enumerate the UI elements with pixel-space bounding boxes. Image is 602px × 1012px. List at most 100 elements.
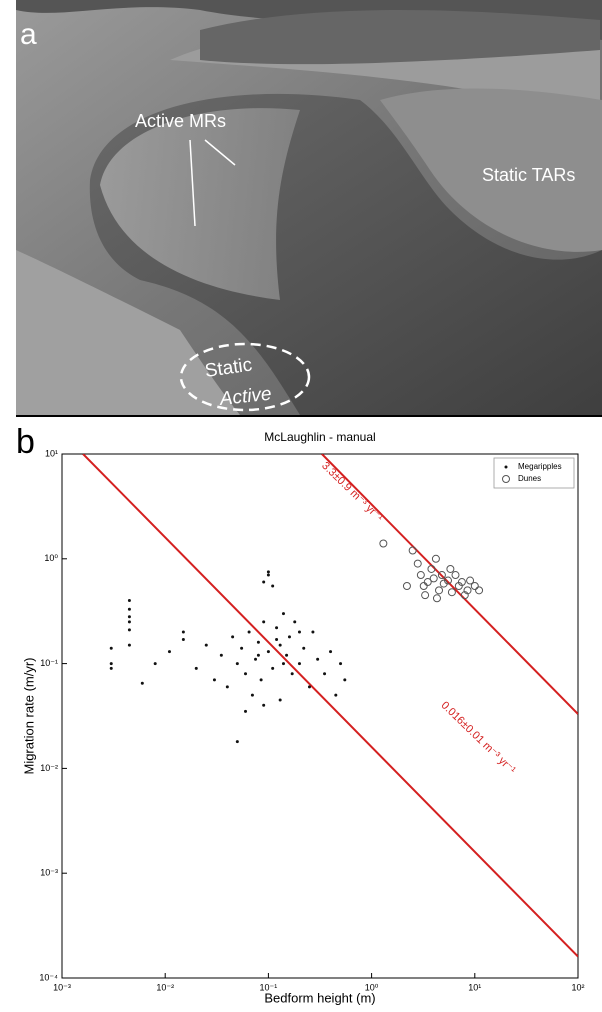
data-point: [431, 554, 440, 563]
data-point: [153, 662, 157, 666]
data-point: [127, 599, 131, 603]
data-point: [429, 574, 438, 583]
panel-letter: b: [16, 423, 35, 461]
data-point: [231, 635, 235, 639]
data-point: [329, 650, 333, 654]
plot-content: [82, 454, 578, 958]
y-tick-label: 10⁻¹: [40, 658, 58, 668]
photo-label: Static TARs: [482, 165, 575, 185]
y-tick-label: 10⁻⁴: [39, 972, 58, 982]
data-point: [212, 678, 216, 682]
data-point: [287, 635, 291, 639]
data-point: [167, 650, 171, 654]
data-point: [262, 580, 266, 584]
data-point: [271, 584, 275, 588]
x-tick-label: 10²: [571, 982, 584, 992]
data-point: [416, 571, 425, 580]
photo-panel: a Active MRs Static TARs Static Active: [16, 0, 602, 415]
data-point: [323, 672, 327, 676]
x-axis-label: Bedform height (m): [264, 990, 375, 1005]
data-point: [435, 586, 444, 595]
x-tick-label: 10⁻¹: [260, 982, 278, 992]
data-point: [402, 582, 411, 591]
legend-marker: [502, 475, 510, 483]
data-point: [475, 586, 484, 595]
y-tick-label: 10⁻³: [40, 868, 58, 878]
data-point: [127, 615, 131, 619]
data-point: [266, 573, 270, 577]
data-point: [281, 662, 285, 666]
data-point: [181, 630, 185, 634]
data-point: [109, 662, 113, 666]
data-point: [262, 703, 266, 707]
data-point: [413, 559, 422, 568]
data-point: [302, 646, 306, 650]
data-point: [379, 539, 388, 548]
data-point: [466, 576, 475, 585]
legend-label: Megaripples: [518, 462, 562, 471]
y-tick-label: 10⁰: [44, 553, 58, 563]
data-point: [140, 681, 144, 685]
data-point: [451, 571, 460, 580]
y-tick-label: 10⁻²: [40, 763, 58, 773]
data-point: [460, 591, 469, 600]
x-tick-label: 10⁰: [365, 982, 379, 992]
data-point: [293, 620, 297, 624]
data-point: [290, 672, 294, 676]
data-point: [235, 740, 239, 744]
data-point: [266, 570, 270, 574]
data-point: [204, 643, 208, 647]
data-point: [109, 646, 113, 650]
data-point: [297, 630, 301, 634]
fit-line: [82, 454, 578, 958]
data-point: [194, 666, 198, 670]
data-point: [285, 653, 289, 657]
y-tick-label: 10¹: [45, 448, 58, 458]
data-point: [127, 607, 131, 611]
x-tick-label: 10⁻³: [53, 982, 71, 992]
data-point: [240, 646, 244, 650]
data-point: [408, 546, 417, 555]
data-point: [437, 571, 446, 580]
x-tick-label: 10⁻²: [156, 982, 174, 992]
data-point: [339, 662, 343, 666]
data-point: [297, 662, 301, 666]
data-point: [457, 578, 466, 587]
data-point: [109, 666, 113, 670]
data-point: [266, 650, 270, 654]
chart-title: McLaughlin - manual: [264, 430, 375, 444]
data-point: [127, 643, 131, 647]
data-point: [225, 685, 229, 689]
data-point: [307, 685, 311, 689]
legend-box: [493, 457, 575, 489]
legend-marker: [504, 465, 508, 469]
data-point: [427, 564, 436, 573]
data-point: [244, 709, 248, 713]
data-point: [343, 678, 347, 682]
panel-letter: a: [20, 18, 37, 51]
data-point: [470, 582, 479, 591]
data-point: [254, 657, 258, 661]
data-point: [244, 672, 248, 676]
data-point: [250, 693, 254, 697]
data-point: [463, 586, 472, 595]
data-point: [219, 653, 223, 657]
data-point: [235, 662, 239, 666]
data-point: [421, 591, 430, 600]
x-tick-label: 10¹: [468, 982, 481, 992]
data-point: [275, 626, 279, 630]
data-point: [275, 637, 279, 641]
data-point: [256, 653, 260, 657]
legend-label: Dunes: [518, 474, 541, 483]
data-point: [247, 630, 251, 634]
data-point: [432, 594, 441, 603]
data-point: [444, 576, 453, 585]
data-point: [256, 640, 260, 644]
data-point: [281, 612, 285, 616]
data-point: [316, 657, 320, 661]
plot-area: [61, 453, 579, 979]
data-point: [423, 578, 432, 587]
data-point: [271, 666, 275, 670]
data-point: [259, 678, 263, 682]
